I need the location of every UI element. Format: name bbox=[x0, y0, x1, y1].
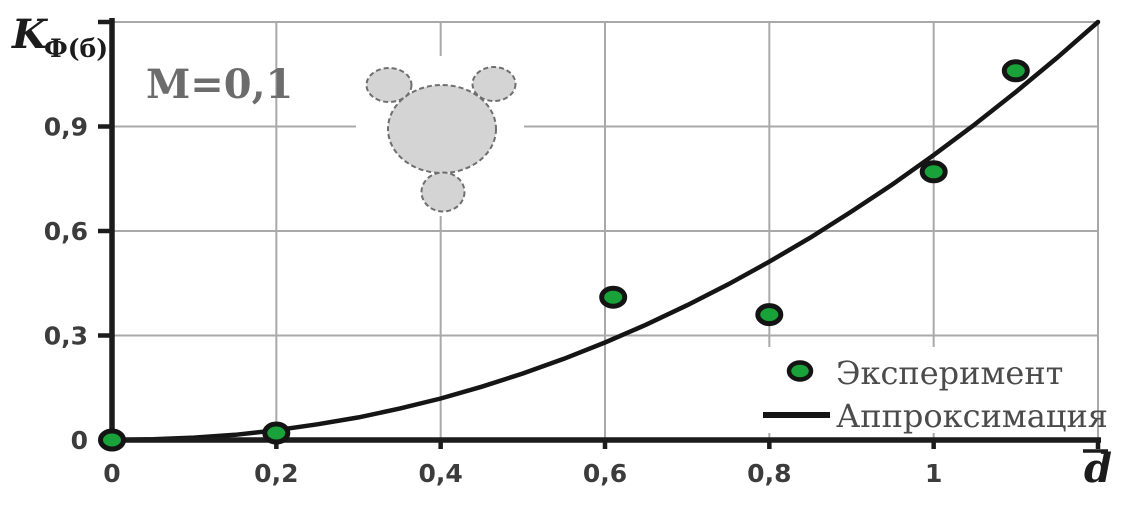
inset-bubble bbox=[365, 67, 413, 103]
experiment-point bbox=[1001, 59, 1030, 83]
legend: Эксперимент Аппроксимация bbox=[758, 347, 1108, 435]
x-tick-label: 1 bbox=[925, 459, 942, 488]
experiment-point bbox=[919, 160, 948, 184]
y-axis-label-subscript: Ф(б) bbox=[44, 34, 108, 63]
legend-experiment-label: Эксперимент bbox=[836, 354, 1063, 392]
y-tick-label: 0,3 bbox=[44, 322, 88, 351]
y-tick-label: 0,6 bbox=[44, 217, 88, 246]
y-tick-label: 0,9 bbox=[44, 113, 88, 142]
x-tick-label: 0,2 bbox=[254, 459, 298, 488]
inset-diagram bbox=[356, 56, 524, 216]
axes-layer: 0 0,2 0,4 0,6 0,8 1 0 0,3 0,6 0,9 bbox=[44, 18, 1101, 488]
inset-bubble bbox=[471, 66, 517, 102]
experiment-point bbox=[98, 428, 126, 452]
x-tick-label: 0,4 bbox=[419, 459, 463, 488]
grid-layer bbox=[112, 21, 1099, 440]
legend-background bbox=[758, 347, 1088, 433]
labels-layer: М=0,1 K Ф(б) d bbox=[11, 11, 1112, 492]
experiment-point bbox=[599, 285, 628, 309]
legend-approximation-label: Аппроксимация bbox=[836, 397, 1108, 435]
y-axis-label-base: K bbox=[11, 11, 49, 58]
x-tick-label: 0 bbox=[103, 459, 120, 488]
inset-bubble bbox=[387, 84, 497, 174]
experiment-point bbox=[262, 421, 291, 445]
experiment-point bbox=[755, 303, 784, 327]
mach-annotation: М=0,1 bbox=[146, 61, 293, 108]
x-tick-label: 0,8 bbox=[747, 459, 791, 488]
x-axis-label: d bbox=[1084, 445, 1112, 492]
points-layer bbox=[98, 59, 1030, 452]
legend-experiment-marker bbox=[786, 360, 814, 382]
y-tick-label: 0 bbox=[71, 426, 88, 455]
inset-bubble bbox=[420, 171, 466, 213]
x-tick-label: 0,6 bbox=[583, 459, 627, 488]
